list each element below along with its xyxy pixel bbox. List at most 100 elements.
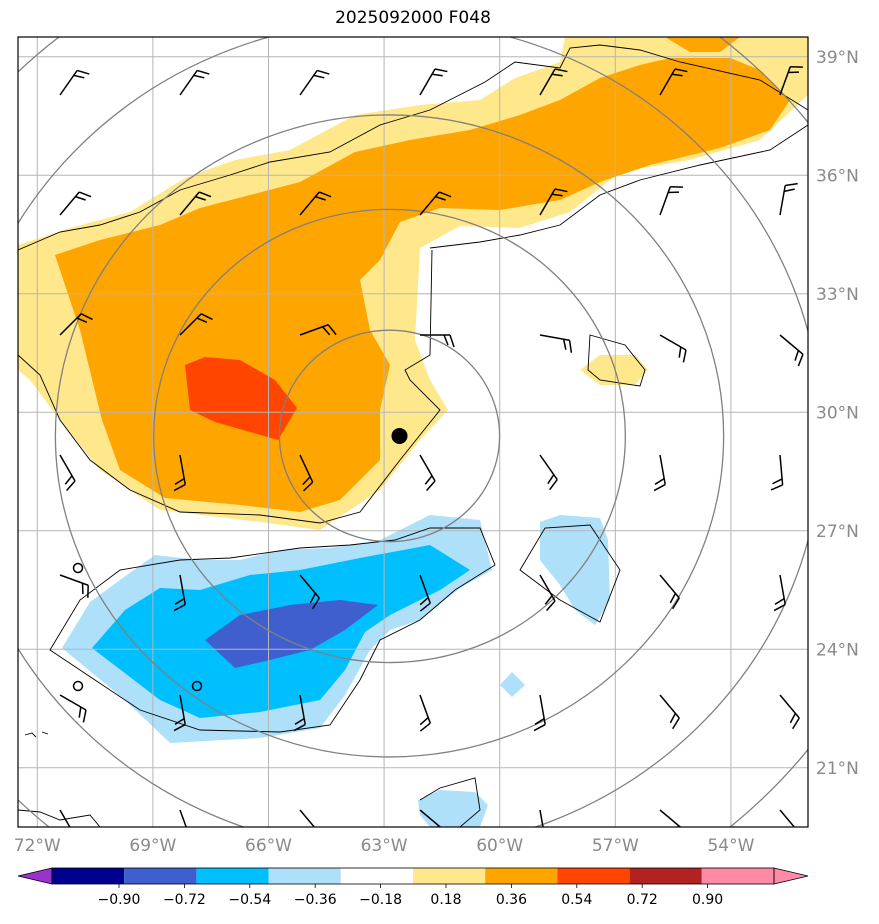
colorbar-extend-min (17, 867, 53, 885)
wind-barb (659, 694, 680, 730)
contour-fills (18, 37, 808, 827)
range-ring-0 (278, 329, 501, 543)
wind-barb (59, 454, 76, 491)
lon-tick-label: 63°W (361, 836, 408, 856)
wind-barb (779, 334, 804, 367)
fill-positive-054 (185, 357, 297, 440)
wind-barb (419, 68, 448, 96)
wind-barb (773, 574, 786, 612)
colorbar-segment (629, 868, 702, 884)
wind-barb (779, 694, 800, 730)
colorbar-segment (340, 868, 413, 884)
wind-barb (419, 809, 444, 827)
wind-barb (539, 68, 568, 96)
wind-barb (179, 809, 191, 827)
gridlines (18, 37, 808, 827)
wind-barb (59, 809, 76, 827)
wind-barbs (59, 66, 804, 827)
colorbar-segment (268, 868, 341, 884)
wind-barb (659, 68, 688, 96)
closed-contour-south (419, 777, 481, 827)
lon-tick-label: 72°W (14, 836, 61, 856)
lat-tick-label: 27°N (816, 522, 859, 542)
fill-positive-036-top (665, 37, 740, 52)
closed-contour-east (519, 524, 621, 623)
lon-tick-label: 60°W (476, 836, 523, 856)
axis-tick-labels: 72°W 69°W 66°W 63°W 60°W 57°W 54°W 21°N 24°N 27°N… (14, 48, 859, 856)
calm-wind-marker (72, 562, 84, 574)
calm-wind-marker (191, 680, 203, 692)
lat-tick-label: 36°N (816, 166, 859, 186)
wind-barb (59, 191, 92, 216)
wind-barb (59, 694, 87, 723)
lat-tick-label: 39°N (816, 48, 859, 68)
wind-barb (659, 574, 680, 610)
contour-lines (18, 44, 808, 827)
wind-barb (779, 66, 803, 96)
wind-barb (179, 313, 213, 336)
wind-barb (173, 454, 186, 492)
lon-tick-label: 57°W (592, 836, 639, 856)
lon-tick-label: 66°W (245, 836, 292, 856)
colorbar-frame (51, 867, 775, 885)
wind-barb (299, 454, 314, 492)
coast-fragment-2 (24, 731, 49, 738)
zero-contour-north (18, 44, 808, 251)
range-ring-1 (153, 208, 627, 664)
wind-barb (659, 809, 684, 827)
wind-barb (179, 69, 210, 96)
wind-barb (299, 69, 330, 96)
wind-barb (299, 324, 337, 336)
wind-barb (659, 186, 683, 216)
wind-barb (420, 334, 455, 348)
wind-barb (539, 454, 558, 491)
colorbar-segment (557, 868, 630, 884)
zero-contour-south (429, 124, 808, 249)
colorbar-segment (701, 868, 774, 884)
wind-barb (59, 313, 93, 336)
colorbar-segment (196, 868, 269, 884)
wind-barb (779, 809, 800, 827)
wind-barb (299, 191, 332, 216)
chart-title: 2025092000 F048 (335, 8, 491, 28)
colorbar-tick-label: −0.36 (294, 892, 337, 908)
wind-barb (299, 809, 320, 827)
wind-barb (293, 694, 306, 732)
wind-barb (173, 694, 186, 732)
colorbar-tick-label: 0.72 (627, 892, 658, 908)
colorbar-tick-label: 0.54 (561, 892, 592, 908)
lon-tick-label: 54°W (707, 836, 754, 856)
colorbar-tick-label: 0.36 (496, 892, 527, 908)
wind-barb (533, 694, 546, 732)
wind-barb (173, 574, 186, 612)
closed-contour-small (587, 334, 646, 387)
wind-barb (539, 574, 556, 611)
plot-frame (17, 36, 809, 828)
colorbar-segment (485, 868, 558, 884)
lat-tick-label: 21°N (816, 759, 859, 779)
wind-barb (419, 454, 436, 491)
wind-barb (539, 334, 573, 353)
wind-barb (539, 188, 568, 216)
wind-barb (770, 454, 784, 491)
colorbar-tick-label: −0.72 (163, 892, 206, 908)
colorbar-tick-label: 0.90 (692, 892, 723, 908)
colorbar-segment (124, 868, 197, 884)
colorbar-tick-label: −0.90 (98, 892, 141, 908)
zero-contour-south-lobe (49, 527, 496, 733)
wind-barb (59, 574, 89, 598)
calm-wind-marker (72, 680, 84, 692)
wind-barb (419, 694, 431, 732)
fill-negative-018-c (500, 672, 525, 697)
wind-barb (59, 69, 90, 96)
colorbar-segment (413, 868, 486, 884)
colorbar-tick-label: −0.54 (228, 892, 271, 908)
wind-barb (299, 574, 320, 610)
fill-negative-018-b (540, 515, 610, 625)
colorbar: −0.90 −0.72 −0.54 −0.36 −0.18 0.18 0.36 0.54 0.7… (17, 867, 809, 908)
colorbar-tick-label: 0.18 (430, 892, 461, 908)
wind-barb (659, 334, 687, 363)
lon-tick-label: 69°W (129, 836, 176, 856)
lat-tick-label: 24°N (816, 640, 859, 660)
